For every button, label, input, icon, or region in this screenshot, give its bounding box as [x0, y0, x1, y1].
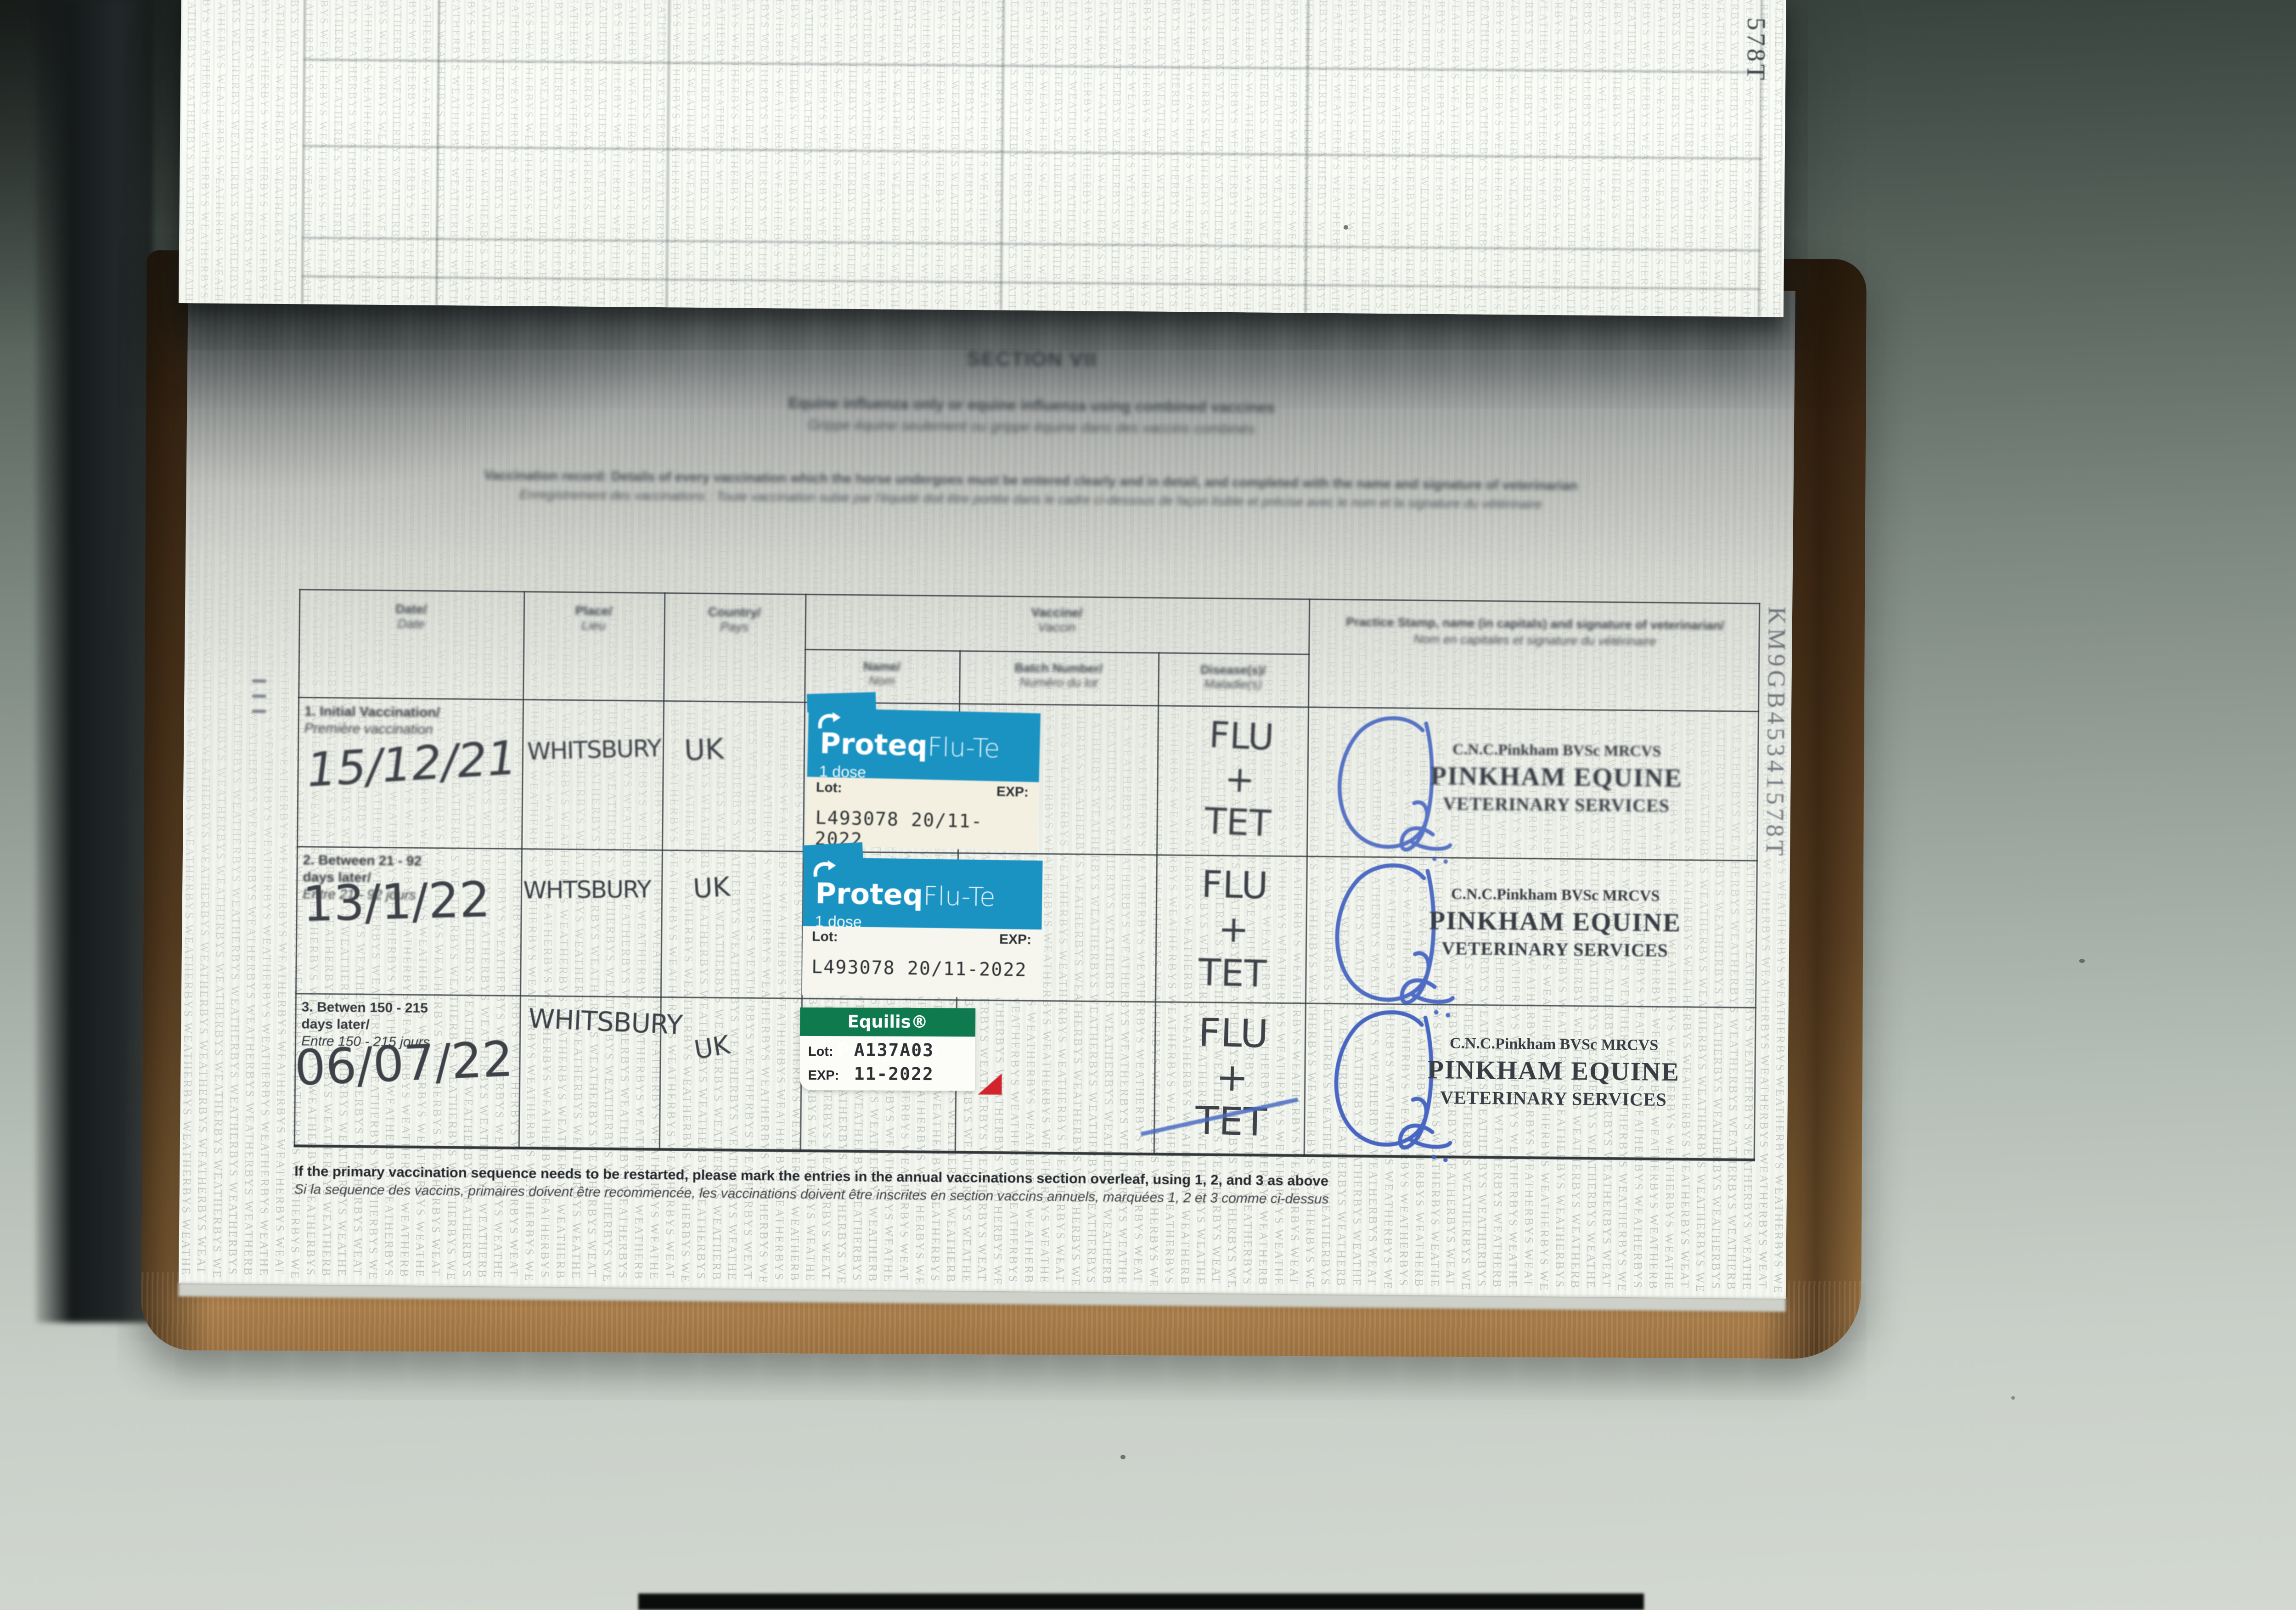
row1-country-handwriting: UK [683, 732, 725, 767]
lot-label: Lot: [808, 1044, 833, 1059]
dust-speck [1344, 225, 1348, 230]
row3-vaccine-sticker-equilis: Equilis® Prequenza Lot: A137A03 EXP: 11-… [799, 1007, 1002, 1095]
row2-practice-stamp: C.N.C.Pinkham BVSc MRCVS PINKHAM EQUINE … [1429, 885, 1682, 961]
page-upper: WEATHERBYS WEATHERBYS WEATHERBYS WEATHER… [178, 0, 1786, 317]
equilis-brand: Equilis® Prequenza [800, 1007, 976, 1060]
row1-label: 1. Initial Vaccination/ Première vaccina… [304, 704, 440, 737]
row1-diseases-handwriting: FLU + TET [1204, 715, 1275, 845]
row1-place-handwriting: WHITSBURY [527, 734, 661, 766]
dust-speck [1120, 1455, 1125, 1459]
header-diseases: Disease(s)/Maladie(s) [1200, 663, 1266, 692]
row3-date-handwriting: 06/07/22 [293, 1030, 515, 1097]
vaccination-table: Date/Date Place/Lieu Country/Pays Vaccin… [188, 276, 1795, 291]
row2-date-handwriting: 13/1/22 [302, 871, 491, 933]
exp-label: EXP: [999, 931, 1032, 947]
row1-vaccine-sticker-proteq: ProteqFlu-Te 1 dose Lot: EXP: L493078 20… [805, 692, 1041, 851]
proteq-curl-icon [818, 712, 841, 729]
header-vaccine: Vaccine/Vaccin [1031, 605, 1083, 635]
row1-practice-stamp: C.N.C.Pinkham BVSc MRCVS PINKHAM EQUINE … [1430, 741, 1683, 816]
row2-country-handwriting: UK [692, 871, 731, 905]
page-lower: WEATHERBYS WEATHERBYS WEATHERBYS WEATHER… [178, 276, 1795, 1312]
dust-speck [2011, 1396, 2015, 1400]
lot-value: A137A03 [854, 1040, 934, 1061]
proteq-curl-icon [813, 860, 836, 877]
lot-label: Lot: [811, 929, 838, 945]
scan-streaks [178, 0, 1786, 317]
row2-diseases-handwriting: FLU + TET [1198, 863, 1269, 996]
passport-number-corner: 578T [1741, 17, 1771, 83]
row3-practice-stamp: C.N.C.Pinkham BVSc MRCVS PINKHAM EQUINE … [1427, 1035, 1680, 1110]
header-date: Date/Date [395, 602, 427, 631]
red-flag-mark [978, 1073, 1002, 1095]
header-stamp: Practice Stamp, name (in capitals) and s… [1345, 615, 1724, 648]
proteq-brand: ProteqFlu-Te [815, 876, 996, 912]
row3-country-handwriting: UK [692, 1030, 732, 1065]
scanner-bed-bar [638, 1593, 1644, 1610]
lot-label: Lot: [816, 779, 843, 796]
exp-label: EXP: [996, 784, 1029, 800]
header-country: Country/Pays [708, 604, 761, 634]
header-batch: Batch Number/Numéro du lot [1014, 661, 1103, 690]
header-place: Place/Lieu [575, 603, 613, 633]
header-name: Name/Nom [863, 659, 901, 688]
lot-exp-values: L493078 20/11-2022 [811, 956, 1027, 981]
row2-place-handwriting: WHTSBURY [523, 876, 651, 905]
dust-speck [2079, 959, 2085, 963]
row2-vaccine-sticker-proteq: ProteqFlu-Te 1 dose Lot: EXP: L493078 20… [802, 842, 1043, 999]
binder-left-edge [36, 0, 153, 1323]
margin-print-marks [252, 679, 266, 713]
exp-label: EXP: [808, 1068, 839, 1083]
proteq-brand: ProteqFlu-Te [819, 726, 1001, 764]
passport-number: KM9GB45341578T [1761, 606, 1791, 860]
exp-value: 11-2022 [854, 1064, 934, 1085]
